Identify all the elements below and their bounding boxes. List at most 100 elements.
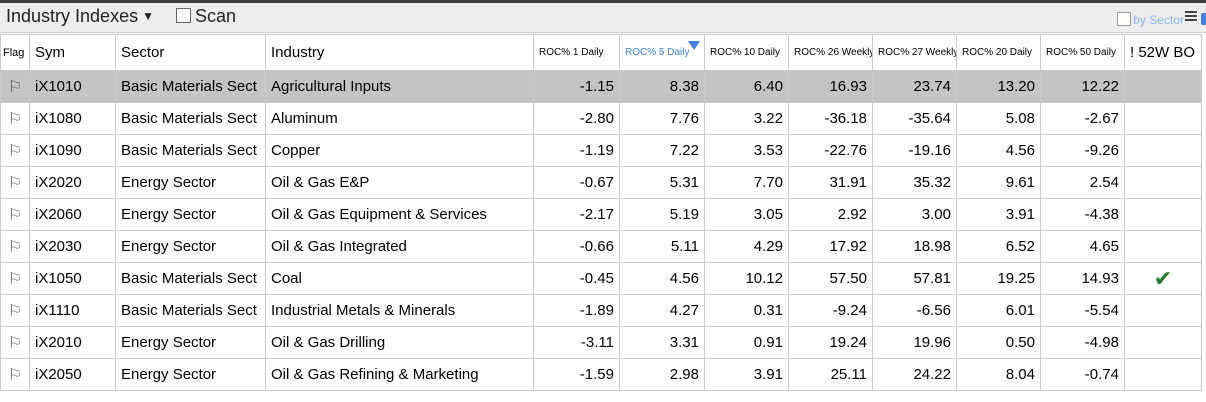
flag-cell[interactable]: ⚐ [0,230,30,263]
breakout-52w-cell[interactable] [1124,166,1202,199]
roc-1-daily-cell[interactable]: -3.11 [533,326,620,359]
sector-cell[interactable]: Energy Sector [115,358,266,391]
breakout-52w-cell[interactable] [1124,134,1202,167]
breakout-52w-cell[interactable] [1124,230,1202,263]
menu-icon[interactable] [1185,9,1197,25]
industry-cell[interactable]: Copper [265,134,534,167]
sector-cell[interactable]: Energy Sector [115,326,266,359]
flag-cell[interactable]: ⚐ [0,262,30,295]
column-header-industry[interactable]: Industry [265,34,534,71]
roc-10-daily-cell[interactable]: 3.22 [704,102,789,135]
roc-10-daily-cell[interactable]: 0.91 [704,326,789,359]
by-sector-checkbox[interactable]: by Sector [1117,12,1184,27]
roc-26-weekly-cell[interactable]: -22.76 [788,134,873,167]
flag-icon[interactable]: ⚐ [7,334,23,352]
symbol-cell[interactable]: iX1050 [29,262,116,295]
breakout-52w-cell[interactable]: ✔ [1124,262,1202,295]
roc-27-weekly-cell[interactable]: 19.96 [872,326,957,359]
flag-cell[interactable]: ⚐ [0,70,30,103]
roc-1-daily-cell[interactable]: -1.15 [533,70,620,103]
column-header-roc-10-daily[interactable]: ROC% 10 Daily [704,34,789,71]
table-row[interactable]: ⚐ iX2020 Energy Sector Oil & Gas E&P -0.67 5.… [0,166,1202,199]
roc-50-daily-cell[interactable]: -5.54 [1040,294,1125,327]
symbol-cell[interactable]: iX1010 [29,70,116,103]
roc-5-daily-cell[interactable]: 5.19 [619,198,705,231]
roc-10-daily-cell[interactable]: 0.31 [704,294,789,327]
roc-5-daily-cell[interactable]: 5.11 [619,230,705,263]
sector-cell[interactable]: Energy Sector [115,230,266,263]
industry-cell[interactable]: Coal [265,262,534,295]
roc-5-daily-cell[interactable]: 4.56 [619,262,705,295]
roc-26-weekly-cell[interactable]: 25.11 [788,358,873,391]
roc-10-daily-cell[interactable]: 7.70 [704,166,789,199]
roc-5-daily-cell[interactable]: 3.31 [619,326,705,359]
roc-27-weekly-cell[interactable]: 18.98 [872,230,957,263]
symbol-cell[interactable]: iX1080 [29,102,116,135]
column-header-flag[interactable]: Flag [0,34,30,71]
flag-icon[interactable]: ⚐ [7,366,23,384]
industry-cell[interactable]: Aluminum [265,102,534,135]
industry-cell[interactable]: Oil & Gas Refining & Marketing [265,358,534,391]
roc-50-daily-cell[interactable]: 14.93 [1040,262,1125,295]
table-row[interactable]: ⚐ iX2050 Energy Sector Oil & Gas Refining &… [0,358,1202,391]
roc-50-daily-cell[interactable]: 12.22 [1040,70,1125,103]
breakout-52w-cell[interactable] [1124,102,1202,135]
roc-20-daily-cell[interactable]: 6.52 [956,230,1041,263]
sector-cell[interactable]: Basic Materials Sect [115,102,266,135]
industry-indexes-dropdown[interactable]: Industry Indexes ▼ [6,6,154,27]
industry-cell[interactable]: Industrial Metals & Minerals [265,294,534,327]
roc-1-daily-cell[interactable]: -2.17 [533,198,620,231]
flag-icon[interactable]: ⚐ [7,206,23,224]
sector-cell[interactable]: Basic Materials Sect [115,294,266,327]
roc-10-daily-cell[interactable]: 10.12 [704,262,789,295]
roc-20-daily-cell[interactable]: 5.08 [956,102,1041,135]
roc-20-daily-cell[interactable]: 4.56 [956,134,1041,167]
industry-cell[interactable]: Oil & Gas Drilling [265,326,534,359]
breakout-52w-cell[interactable] [1124,198,1202,231]
industry-cell[interactable]: Oil & Gas Equipment & Services [265,198,534,231]
flag-icon[interactable]: ⚐ [7,142,23,160]
flag-cell[interactable]: ⚐ [0,358,30,391]
flag-icon[interactable]: ⚐ [7,78,23,96]
breakout-52w-cell[interactable] [1124,358,1202,391]
breakout-52w-cell[interactable] [1124,326,1202,359]
roc-20-daily-cell[interactable]: 0.50 [956,326,1041,359]
roc-27-weekly-cell[interactable]: 23.74 [872,70,957,103]
column-header-roc-50-daily[interactable]: ROC% 50 Daily [1040,34,1125,71]
symbol-cell[interactable]: iX2020 [29,166,116,199]
sector-cell[interactable]: Basic Materials Sect [115,262,266,295]
roc-26-weekly-cell[interactable]: 17.92 [788,230,873,263]
roc-26-weekly-cell[interactable]: 31.91 [788,166,873,199]
roc-27-weekly-cell[interactable]: 24.22 [872,358,957,391]
sector-cell[interactable]: Energy Sector [115,166,266,199]
roc-5-daily-cell[interactable]: 7.76 [619,102,705,135]
symbol-cell[interactable]: iX1090 [29,134,116,167]
industry-cell[interactable]: Oil & Gas Integrated [265,230,534,263]
roc-1-daily-cell[interactable]: -0.67 [533,166,620,199]
scan-checkbox[interactable]: Scan [176,6,236,27]
table-row[interactable]: ⚐ iX2060 Energy Sector Oil & Gas Equipment … [0,198,1202,231]
roc-5-daily-cell[interactable]: 4.27 [619,294,705,327]
roc-1-daily-cell[interactable]: -2.80 [533,102,620,135]
roc-10-daily-cell[interactable]: 3.53 [704,134,789,167]
flag-cell[interactable]: ⚐ [0,294,30,327]
roc-50-daily-cell[interactable]: 4.65 [1040,230,1125,263]
breakout-52w-cell[interactable] [1124,70,1202,103]
roc-10-daily-cell[interactable]: 3.91 [704,358,789,391]
roc-20-daily-cell[interactable]: 6.01 [956,294,1041,327]
breakout-52w-cell[interactable] [1124,294,1202,327]
table-row[interactable]: ⚐ iX2030 Energy Sector Oil & Gas Integrated… [0,230,1202,263]
roc-20-daily-cell[interactable]: 3.91 [956,198,1041,231]
roc-27-weekly-cell[interactable]: -19.16 [872,134,957,167]
symbol-cell[interactable]: iX2010 [29,326,116,359]
roc-50-daily-cell[interactable]: 2.54 [1040,166,1125,199]
industry-cell[interactable]: Oil & Gas E&P [265,166,534,199]
roc-26-weekly-cell[interactable]: -9.24 [788,294,873,327]
column-header-sector[interactable]: Sector [115,34,266,71]
column-header-roc-20-daily[interactable]: ROC% 20 Daily [956,34,1041,71]
flag-cell[interactable]: ⚐ [0,102,30,135]
flag-icon[interactable]: ⚐ [7,174,23,192]
column-header-roc-5-daily[interactable]: ROC% 5 Daily [619,34,705,71]
roc-5-daily-cell[interactable]: 2.98 [619,358,705,391]
roc-1-daily-cell[interactable]: -1.59 [533,358,620,391]
